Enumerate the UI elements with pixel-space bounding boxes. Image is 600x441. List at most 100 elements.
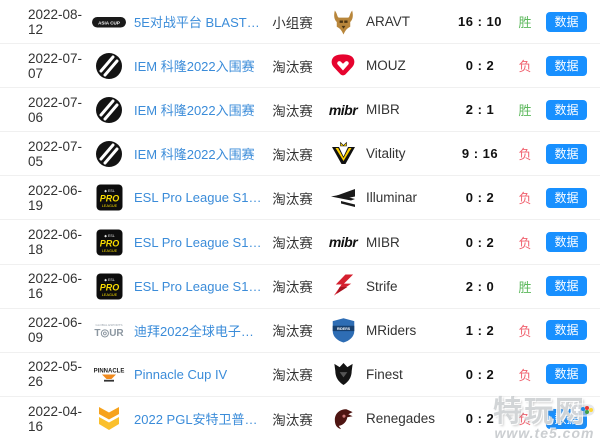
match-stage: 淘汰赛 xyxy=(272,191,313,207)
mibr-logo-icon: mibr xyxy=(328,101,358,118)
tournament-link[interactable]: ESL Pro League S16 ... xyxy=(134,190,265,206)
pgl-logo-icon xyxy=(90,405,128,432)
match-date: 2022-07-06 xyxy=(28,94,83,125)
match-score: 2 : 1 xyxy=(465,102,495,118)
finest-logo-icon xyxy=(328,361,358,387)
match-stage: 小组赛 xyxy=(272,15,313,31)
action-cell: 数据 xyxy=(545,408,600,429)
svg-text:LEAGUE: LEAGUE xyxy=(101,293,117,297)
action-cell: 数据 xyxy=(545,232,600,253)
tournament-link[interactable]: Pinnacle Cup IV xyxy=(134,366,228,382)
esl-pro-league-logo-icon: ◆ ESL PRO LEAGUE xyxy=(90,184,128,211)
team-cell: RIDERS MRiders xyxy=(320,317,455,343)
svg-text:RIDERS: RIDERS xyxy=(336,327,350,331)
esl-pro-league-logo-icon: ◆ ESL PRO LEAGUE xyxy=(90,229,128,256)
team-name: Renegades xyxy=(366,411,436,427)
match-result: 负 xyxy=(518,59,532,75)
svg-text:PINNACLE: PINNACLE xyxy=(94,368,125,374)
data-button[interactable]: 数据 xyxy=(546,187,587,208)
action-cell: 数据 xyxy=(545,364,600,385)
match-date: 2022-07-05 xyxy=(28,138,83,169)
data-button[interactable]: 数据 xyxy=(546,408,587,429)
svg-text:PRO: PRO xyxy=(99,282,119,292)
match-result: 负 xyxy=(518,412,532,428)
team-cell: MOUZ xyxy=(320,53,455,79)
tournament-link[interactable]: 迪拜2022全球电子竞技... xyxy=(134,323,265,339)
match-result: 负 xyxy=(518,191,532,207)
match-result: 负 xyxy=(518,147,532,163)
match-score: 16 : 10 xyxy=(458,14,502,30)
tournament-cell: PINNACLE Pinnacle Cup IV xyxy=(90,366,265,383)
team-cell: mibr MIBR xyxy=(320,234,455,250)
data-button[interactable]: 数据 xyxy=(546,320,587,341)
match-date: 2022-07-07 xyxy=(28,50,83,81)
team-name: MIBR xyxy=(366,234,400,250)
team-name: MIBR xyxy=(366,102,400,118)
svg-text:PRO: PRO xyxy=(99,194,119,204)
illuminar-logo-icon xyxy=(328,187,358,209)
match-stage: 淘汰赛 xyxy=(272,59,313,75)
match-result: 胜 xyxy=(518,15,532,31)
match-row: 2022-07-06 IEM 科隆2022入围赛 淘汰赛 mibr MIBR 2… xyxy=(0,88,600,133)
match-result: 胜 xyxy=(518,103,532,119)
data-button[interactable]: 数据 xyxy=(546,55,587,76)
data-button[interactable]: 数据 xyxy=(546,11,587,32)
match-result: 负 xyxy=(518,367,532,383)
match-result: 负 xyxy=(518,323,532,339)
tournament-cell: IEM 科隆2022入围赛 xyxy=(90,96,265,124)
action-cell: 数据 xyxy=(545,320,600,341)
team-cell: Vitality xyxy=(320,141,455,167)
team-cell: ARAVT xyxy=(320,9,455,35)
match-row: 2022-06-09 GLOBAL ESPORTS T◎UR 迪拜2022全球电子… xyxy=(0,308,600,353)
data-button[interactable]: 数据 xyxy=(546,276,587,297)
team-name: MRiders xyxy=(366,322,417,338)
tournament-link[interactable]: IEM 科隆2022入围赛 xyxy=(134,147,255,163)
tournament-link[interactable]: IEM 科隆2022入围赛 xyxy=(134,103,255,119)
svg-text:◆ ESL: ◆ ESL xyxy=(104,189,115,193)
match-date: 2022-06-18 xyxy=(28,227,83,258)
match-row: 2022-07-07 IEM 科隆2022入围赛 淘汰赛 MOUZ 0 : 2 … xyxy=(0,44,600,89)
tournament-link[interactable]: ESL Pro League S16 ... xyxy=(134,234,265,250)
match-result: 负 xyxy=(518,235,532,251)
pinnacle-logo-icon: PINNACLE xyxy=(90,366,128,383)
match-row: 2022-06-18 ◆ ESL PRO LEAGUE ESL Pro League… xyxy=(0,220,600,265)
esl-iem-logo-icon xyxy=(90,96,128,124)
match-row: 2022-06-16 ◆ ESL PRO LEAGUE ESL Pro League… xyxy=(0,264,600,309)
match-score: 0 : 2 xyxy=(465,234,495,250)
asia-cup-logo-icon: ASIA CUP xyxy=(90,15,128,29)
strife-logo-icon xyxy=(328,273,358,299)
tournament-link[interactable]: 2022 PGL安特卫普Maj... xyxy=(134,412,265,428)
match-date: 2022-04-16 xyxy=(28,403,83,434)
match-score: 1 : 2 xyxy=(465,322,495,338)
match-stage: 淘汰赛 xyxy=(272,147,313,163)
tournament-link[interactable]: ESL Pro League S16 ... xyxy=(134,278,265,294)
mibr-logo-icon: mibr xyxy=(328,234,358,251)
action-cell: 数据 xyxy=(545,187,600,208)
match-stage: 淘汰赛 xyxy=(272,324,313,340)
tournament-link[interactable]: 5E对战平台 BLAST亚洲... xyxy=(134,15,265,31)
team-name: Illuminar xyxy=(366,190,418,206)
mouz-logo-icon xyxy=(328,53,358,79)
match-score: 0 : 2 xyxy=(465,366,495,382)
match-row: 2022-07-05 IEM 科隆2022入围赛 淘汰赛 Vitality 9 … xyxy=(0,132,600,177)
team-cell: Finest xyxy=(320,361,455,387)
match-date: 2022-06-09 xyxy=(28,315,83,346)
team-cell: Renegades xyxy=(320,406,455,432)
data-button[interactable]: 数据 xyxy=(546,143,587,164)
tournament-link[interactable]: IEM 科隆2022入围赛 xyxy=(134,59,255,75)
vitality-logo-icon xyxy=(328,141,358,167)
team-cell: mibr MIBR xyxy=(320,102,455,118)
match-stage: 淘汰赛 xyxy=(272,368,313,384)
data-button[interactable]: 数据 xyxy=(546,364,587,385)
action-cell: 数据 xyxy=(545,143,600,164)
data-button[interactable]: 数据 xyxy=(546,99,587,120)
match-score: 2 : 0 xyxy=(465,278,495,294)
mriders-logo-icon: RIDERS xyxy=(328,317,358,343)
team-cell: Strife xyxy=(320,273,455,299)
match-date: 2022-05-26 xyxy=(28,359,83,390)
data-button[interactable]: 数据 xyxy=(546,232,587,253)
esports-tour-logo-icon: GLOBAL ESPORTS T◎UR xyxy=(90,321,128,339)
aravt-logo-icon xyxy=(328,9,358,35)
